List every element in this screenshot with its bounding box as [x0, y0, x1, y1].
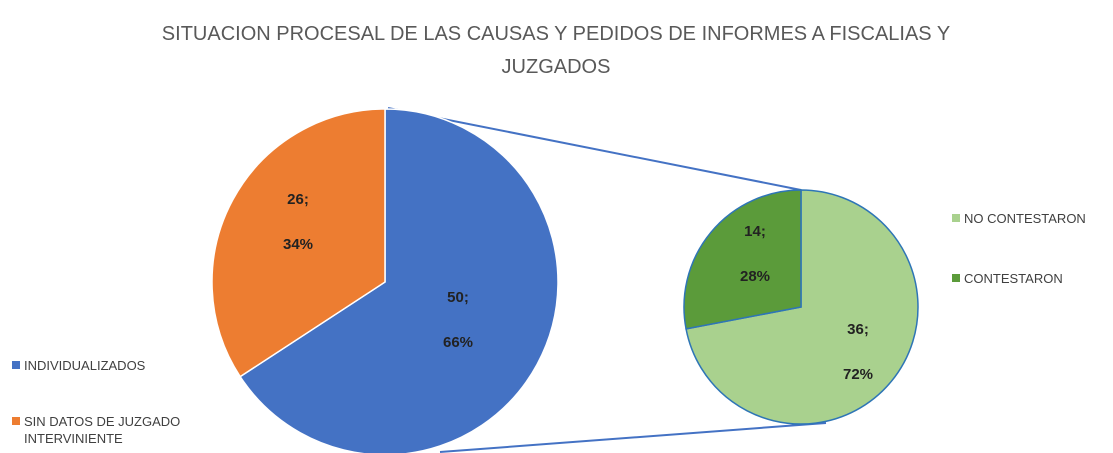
- legend-swatch: [952, 214, 960, 222]
- value-label: 26;: [287, 191, 309, 208]
- pie-slice: [683, 189, 802, 330]
- value-label: 14;: [744, 223, 766, 240]
- connector-line: [439, 422, 827, 453]
- pie-slice: [239, 108, 559, 453]
- percentage-label: 72%: [843, 366, 873, 383]
- value-label: 50;: [447, 289, 469, 306]
- legend-label: NO CONTESTARON: [964, 211, 1086, 226]
- legend-label: SIN DATOS DE JUZGADO INTERVINIENTE: [24, 414, 181, 446]
- legend-swatch: [12, 417, 20, 425]
- percentage-label: 34%: [283, 236, 313, 253]
- legend-swatch: [952, 274, 960, 282]
- legend-label: INDIVIDUALIZADOS: [24, 358, 146, 373]
- connector-line: [387, 107, 802, 191]
- percentage-label: 66%: [443, 334, 473, 351]
- value-label: 36;: [847, 321, 869, 338]
- legend-label: CONTESTARON: [964, 271, 1063, 286]
- legend-swatch: [12, 361, 20, 369]
- percentage-label: 28%: [740, 268, 770, 285]
- chart-title: SITUACION PROCESAL DE LAS CAUSAS Y PEDID…: [161, 23, 951, 78]
- pie-slice: [211, 108, 386, 378]
- pie-slice: [685, 189, 919, 425]
